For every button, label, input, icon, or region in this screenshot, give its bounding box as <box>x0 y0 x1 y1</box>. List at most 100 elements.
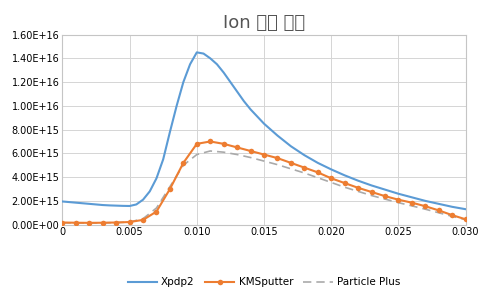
Line: Particle Plus: Particle Plus <box>62 151 466 223</box>
Xpdp2 <box>140 198 146 201</box>
Xpdp2 <box>234 90 240 93</box>
Xpdp2 <box>214 62 220 66</box>
Particle Plus <box>86 221 92 225</box>
Particle Plus <box>315 176 321 179</box>
Xpdp2 <box>113 204 119 207</box>
Particle Plus <box>463 218 468 221</box>
Xpdp2 <box>80 202 85 205</box>
Xpdp2 <box>315 161 321 165</box>
Line: KMSputter: KMSputter <box>60 139 468 226</box>
Xpdp2 <box>174 104 180 107</box>
Xpdp2 <box>73 201 79 204</box>
Xpdp2 <box>120 204 126 208</box>
Xpdp2 <box>369 184 374 187</box>
Particle Plus <box>127 220 132 224</box>
Xpdp2 <box>396 192 401 196</box>
KMSputter <box>449 213 455 217</box>
Xpdp2 <box>160 158 166 161</box>
Xpdp2 <box>254 115 260 118</box>
Particle Plus <box>113 221 119 224</box>
Xpdp2 <box>201 52 206 55</box>
Particle Plus <box>342 185 348 189</box>
KMSputter <box>342 181 348 185</box>
Particle Plus <box>328 181 334 184</box>
Xpdp2 <box>127 204 132 208</box>
Particle Plus <box>436 211 442 215</box>
Particle Plus <box>275 163 280 166</box>
Xpdp2 <box>221 71 227 74</box>
KMSputter <box>207 140 213 143</box>
KMSputter <box>127 220 132 224</box>
Xpdp2 <box>261 122 267 125</box>
Xpdp2 <box>66 200 72 204</box>
KMSputter <box>234 146 240 149</box>
Xpdp2 <box>241 99 247 103</box>
KMSputter <box>382 194 388 198</box>
KMSputter <box>275 156 280 160</box>
Particle Plus <box>100 221 106 225</box>
KMSputter <box>221 142 227 146</box>
Xpdp2 <box>248 108 253 111</box>
Particle Plus <box>261 159 267 163</box>
Xpdp2 <box>328 168 334 171</box>
Particle Plus <box>409 204 415 208</box>
KMSputter <box>154 210 159 213</box>
Xpdp2 <box>288 145 294 148</box>
KMSputter <box>288 161 294 165</box>
Xpdp2 <box>409 196 415 199</box>
KMSputter <box>369 190 374 194</box>
KMSputter <box>100 221 106 224</box>
KMSputter <box>328 177 334 180</box>
Particle Plus <box>248 156 253 159</box>
Particle Plus <box>140 217 146 220</box>
Particle Plus <box>369 194 374 197</box>
Xpdp2 <box>167 130 173 134</box>
Xpdp2 <box>342 174 348 177</box>
Particle Plus <box>301 171 307 175</box>
Line: Xpdp2: Xpdp2 <box>62 52 466 209</box>
Particle Plus <box>221 150 227 154</box>
KMSputter <box>113 221 119 224</box>
Particle Plus <box>355 190 361 193</box>
KMSputter <box>73 221 79 224</box>
Xpdp2 <box>422 199 428 203</box>
KMSputter <box>140 218 146 222</box>
Particle Plus <box>73 221 79 225</box>
Particle Plus <box>207 149 213 153</box>
Xpdp2 <box>207 56 213 60</box>
Particle Plus <box>194 153 200 156</box>
Particle Plus <box>154 206 159 210</box>
Xpdp2 <box>187 62 193 66</box>
Xpdp2 <box>382 188 388 191</box>
KMSputter <box>194 142 200 146</box>
Particle Plus <box>60 221 65 225</box>
Xpdp2 <box>301 154 307 157</box>
Xpdp2 <box>275 134 280 137</box>
KMSputter <box>315 170 321 174</box>
KMSputter <box>60 221 65 224</box>
Particle Plus <box>288 167 294 170</box>
KMSputter <box>167 187 173 191</box>
Particle Plus <box>422 207 428 211</box>
KMSputter <box>180 161 186 165</box>
KMSputter <box>248 149 253 153</box>
Xpdp2 <box>228 80 233 84</box>
Legend: Xpdp2, KMSputter, Particle Plus: Xpdp2, KMSputter, Particle Plus <box>124 273 404 288</box>
Xpdp2 <box>86 202 92 206</box>
Xpdp2 <box>154 177 159 180</box>
Particle Plus <box>382 197 388 201</box>
Particle Plus <box>449 215 455 218</box>
Xpdp2 <box>147 190 153 193</box>
KMSputter <box>86 221 92 225</box>
Xpdp2 <box>133 203 139 206</box>
KMSputter <box>409 201 415 204</box>
KMSputter <box>396 198 401 201</box>
Xpdp2 <box>100 203 106 207</box>
KMSputter <box>422 204 428 208</box>
Particle Plus <box>180 164 186 167</box>
Xpdp2 <box>463 207 468 211</box>
Particle Plus <box>396 201 401 204</box>
Xpdp2 <box>93 203 99 206</box>
KMSputter <box>355 186 361 190</box>
KMSputter <box>261 153 267 156</box>
